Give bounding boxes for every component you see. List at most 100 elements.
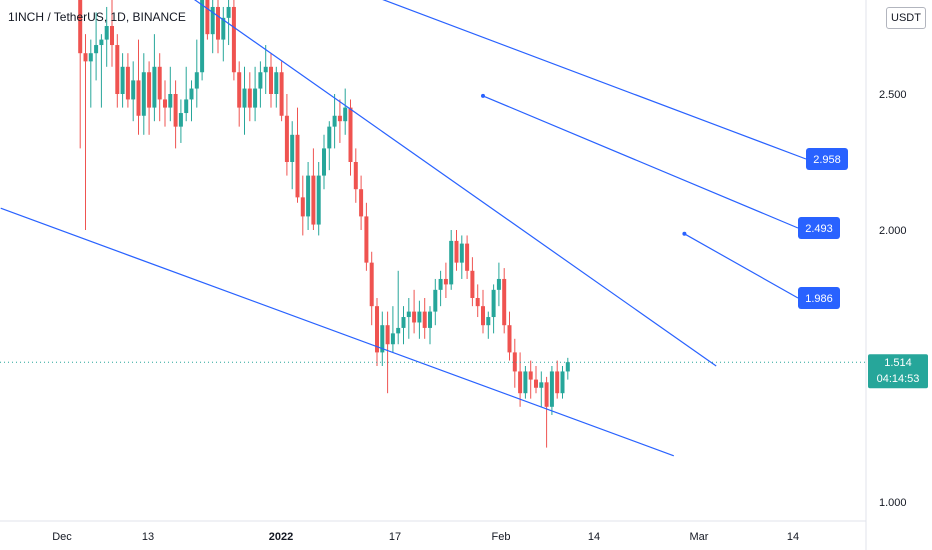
candle-body — [194, 72, 199, 89]
x-tick-label: Feb — [492, 531, 511, 543]
candle-body — [512, 352, 517, 372]
candle-body — [163, 99, 167, 108]
candle-body — [147, 72, 152, 108]
candle-body — [168, 94, 173, 108]
candle-body — [449, 240, 454, 285]
candle-body — [507, 325, 512, 353]
candle-body — [565, 362, 570, 372]
candle-body — [327, 126, 332, 149]
candle-body — [316, 175, 321, 225]
candle-body — [78, 0, 83, 54]
candle-body — [528, 371, 533, 380]
candle-body — [210, 6, 215, 35]
candle-body — [237, 72, 242, 108]
candle-body — [306, 175, 311, 217]
x-tick-label: Mar — [690, 531, 709, 543]
candle-body — [205, 0, 210, 35]
candle-body — [231, 6, 236, 73]
candle-body — [200, 0, 205, 73]
candle-body — [94, 45, 99, 54]
candle-body — [99, 39, 104, 46]
candle-body — [253, 88, 258, 108]
candle-body — [433, 289, 438, 312]
candle-body — [390, 333, 395, 345]
candle-body — [518, 371, 523, 394]
candle-body — [502, 278, 507, 326]
candle-body — [465, 243, 470, 271]
x-tick-label: 14 — [787, 531, 799, 543]
candle-body — [269, 66, 273, 94]
candle-body — [189, 88, 194, 100]
candle-body — [279, 72, 284, 116]
candle-body — [136, 80, 141, 116]
target-label: 1.986 — [805, 293, 833, 305]
candle-body — [454, 240, 459, 263]
candle-body — [131, 80, 136, 100]
candle-body — [295, 134, 300, 198]
target-label: 2.493 — [805, 223, 833, 235]
target-anchor-point — [481, 93, 485, 98]
candle-body — [549, 371, 554, 407]
candle-body — [173, 94, 178, 127]
candle-body — [555, 371, 560, 394]
candle-body — [184, 99, 189, 114]
candle-body — [110, 26, 114, 46]
candle-body — [385, 325, 390, 345]
candle-body — [247, 88, 252, 108]
candle-body — [459, 243, 464, 263]
candle-body — [115, 45, 120, 94]
last-price-label: 1.514 — [884, 357, 912, 369]
candle-body — [221, 17, 226, 40]
candle-body — [417, 311, 422, 323]
candle-body — [523, 371, 528, 394]
candle-body — [348, 107, 353, 162]
candle-body — [544, 382, 549, 407]
candle-body — [258, 72, 263, 89]
target-anchor-point — [682, 231, 687, 236]
candle-body — [284, 115, 289, 162]
target-label-box — [798, 287, 840, 309]
candle-body — [475, 298, 480, 307]
candle-body — [422, 311, 427, 328]
candle-body — [83, 53, 88, 62]
target-line — [382, 0, 807, 160]
candle-body — [120, 66, 125, 94]
x-tick-label: 13 — [142, 531, 154, 543]
candle-body — [428, 311, 432, 328]
chart-title: 1INCH / TetherUS, 1D, BINANCE — [8, 10, 186, 24]
target-label-box — [806, 148, 848, 170]
target-line — [684, 233, 799, 299]
candle-body — [412, 311, 417, 323]
candle-body — [343, 107, 348, 122]
y-tick-label: 2.000 — [879, 225, 907, 237]
candle-body — [560, 371, 565, 394]
candle-body — [534, 379, 538, 388]
candle-body — [141, 72, 146, 116]
target-label-box — [798, 217, 840, 239]
x-tick-label: 2022 — [269, 531, 293, 543]
candle-body — [359, 189, 364, 217]
candle-body — [380, 325, 385, 353]
candle-body — [364, 216, 369, 263]
candle-body — [539, 382, 544, 388]
candle-body — [226, 6, 231, 18]
candle-body — [216, 6, 220, 40]
y-tick-label: 2.500 — [879, 89, 907, 101]
currency-button[interactable]: USDT — [886, 7, 926, 29]
candle-body — [396, 327, 401, 334]
countdown-label: 04:14:53 — [877, 373, 920, 385]
candle-body — [337, 115, 342, 122]
candle-body — [104, 26, 109, 40]
candle-body — [470, 270, 475, 298]
candle-body — [353, 162, 358, 190]
candle-body — [311, 175, 316, 225]
candle-body — [369, 262, 374, 307]
x-tick-label: Dec — [52, 531, 72, 543]
target-label: 2.958 — [813, 154, 841, 166]
target-line — [482, 95, 799, 229]
candle-body — [263, 66, 268, 73]
candle-body — [438, 278, 443, 290]
trend-line — [0, 207, 675, 457]
trend-line — [193, 0, 717, 367]
